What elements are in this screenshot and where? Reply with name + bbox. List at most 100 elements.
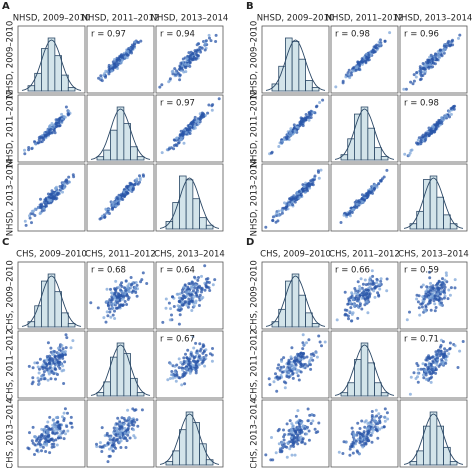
scatter-point <box>44 204 47 208</box>
scatter-point <box>116 437 120 441</box>
scatter-point <box>278 376 282 380</box>
scatter-point <box>178 299 182 303</box>
scatter-point <box>126 428 130 432</box>
scatter-point <box>48 124 52 128</box>
scatter-point <box>194 283 198 287</box>
scatter-point <box>357 452 361 456</box>
scatter-point <box>178 73 182 77</box>
scatter-point <box>375 277 379 281</box>
scatter-point <box>180 303 184 307</box>
histogram-bar <box>185 179 194 230</box>
scatter-point <box>117 202 121 206</box>
scatter-point <box>351 66 355 70</box>
scatter-point <box>427 354 431 358</box>
scatter-point <box>201 359 205 363</box>
scatter-point <box>298 357 302 361</box>
scatter-point <box>31 366 35 370</box>
scatter-point <box>200 361 204 365</box>
scatter-point <box>453 286 457 290</box>
scatter-point <box>181 368 185 372</box>
scatter-point <box>47 133 50 136</box>
density-curve <box>159 177 220 229</box>
scatter-point <box>115 195 119 199</box>
scatter-point <box>314 351 318 355</box>
scatter-point <box>62 419 66 422</box>
scatter-point <box>101 445 105 449</box>
scatter-point <box>166 378 170 382</box>
scatter-point <box>198 46 202 49</box>
scatter-point <box>48 415 52 419</box>
scatter-point <box>27 364 31 368</box>
scatter-point <box>422 66 426 70</box>
scatter-point <box>366 431 370 435</box>
scatter-point <box>192 346 196 350</box>
scatter-point <box>301 437 305 441</box>
scatter-point <box>49 438 53 441</box>
scatter-point <box>33 214 37 217</box>
scatter-point <box>421 362 425 366</box>
scatter-point <box>128 290 131 294</box>
scatter-point <box>170 313 173 317</box>
scatter-point <box>188 371 192 375</box>
scatter-point <box>362 198 366 202</box>
scatter-point <box>43 377 47 381</box>
scatter-point <box>382 175 386 179</box>
scatter-point <box>111 449 115 453</box>
scatter-point <box>271 219 275 223</box>
histogram-bar <box>136 156 145 161</box>
scatter-point <box>424 138 428 142</box>
scatter-point <box>309 367 313 371</box>
histogram-bar <box>172 450 180 466</box>
scatter-point <box>49 377 53 381</box>
scatter-point <box>377 412 381 416</box>
scatter-point <box>207 286 211 290</box>
scatter-point <box>197 276 200 279</box>
density-curve <box>21 275 82 327</box>
scatter-point <box>107 63 111 67</box>
scatter-point <box>198 342 202 346</box>
scatter-point <box>128 186 132 190</box>
scatter-point <box>70 421 73 425</box>
scatter-point <box>111 66 115 70</box>
scatter-point <box>69 415 73 419</box>
scatter-point <box>140 408 144 412</box>
scatter-point <box>37 138 41 142</box>
scatter-point <box>190 122 194 125</box>
scatter-point <box>133 182 137 186</box>
scatter-point <box>69 346 73 350</box>
scatter-point <box>421 373 425 377</box>
scatter-point <box>427 363 431 367</box>
scatter-point <box>420 67 424 71</box>
scatter-point <box>421 74 425 77</box>
scatter-point <box>193 124 197 128</box>
scatter-point <box>445 273 448 277</box>
scatter-point <box>296 409 300 413</box>
scatter-point <box>64 346 68 350</box>
scatter-point <box>53 367 57 371</box>
scatter-point <box>422 308 426 312</box>
scatter-point <box>357 200 361 204</box>
scatter-point <box>298 437 302 441</box>
scatter-point <box>421 70 425 74</box>
scatter-point <box>287 366 291 370</box>
scatter-point <box>62 411 66 415</box>
scatter-point <box>52 442 56 446</box>
scatter-point <box>42 360 46 363</box>
scatter-point <box>57 351 61 355</box>
scatter-point <box>309 363 312 367</box>
scatter-point <box>208 36 211 40</box>
scatter-point <box>360 440 364 444</box>
scatter-point <box>370 423 374 427</box>
scatter-point <box>429 53 433 57</box>
histogram-bar <box>347 138 355 161</box>
scatter-point <box>187 300 191 304</box>
scatter-point <box>308 184 311 188</box>
row-label: CHS, 2011–2012 <box>250 329 260 400</box>
scatter-point <box>54 416 58 420</box>
correlation-label: r = 0.59 <box>404 266 439 276</box>
scatter-point <box>378 282 381 286</box>
scatter-point <box>299 193 303 197</box>
scatter-point <box>116 292 120 296</box>
scatter-point <box>193 115 197 119</box>
scatter-point <box>451 38 454 42</box>
